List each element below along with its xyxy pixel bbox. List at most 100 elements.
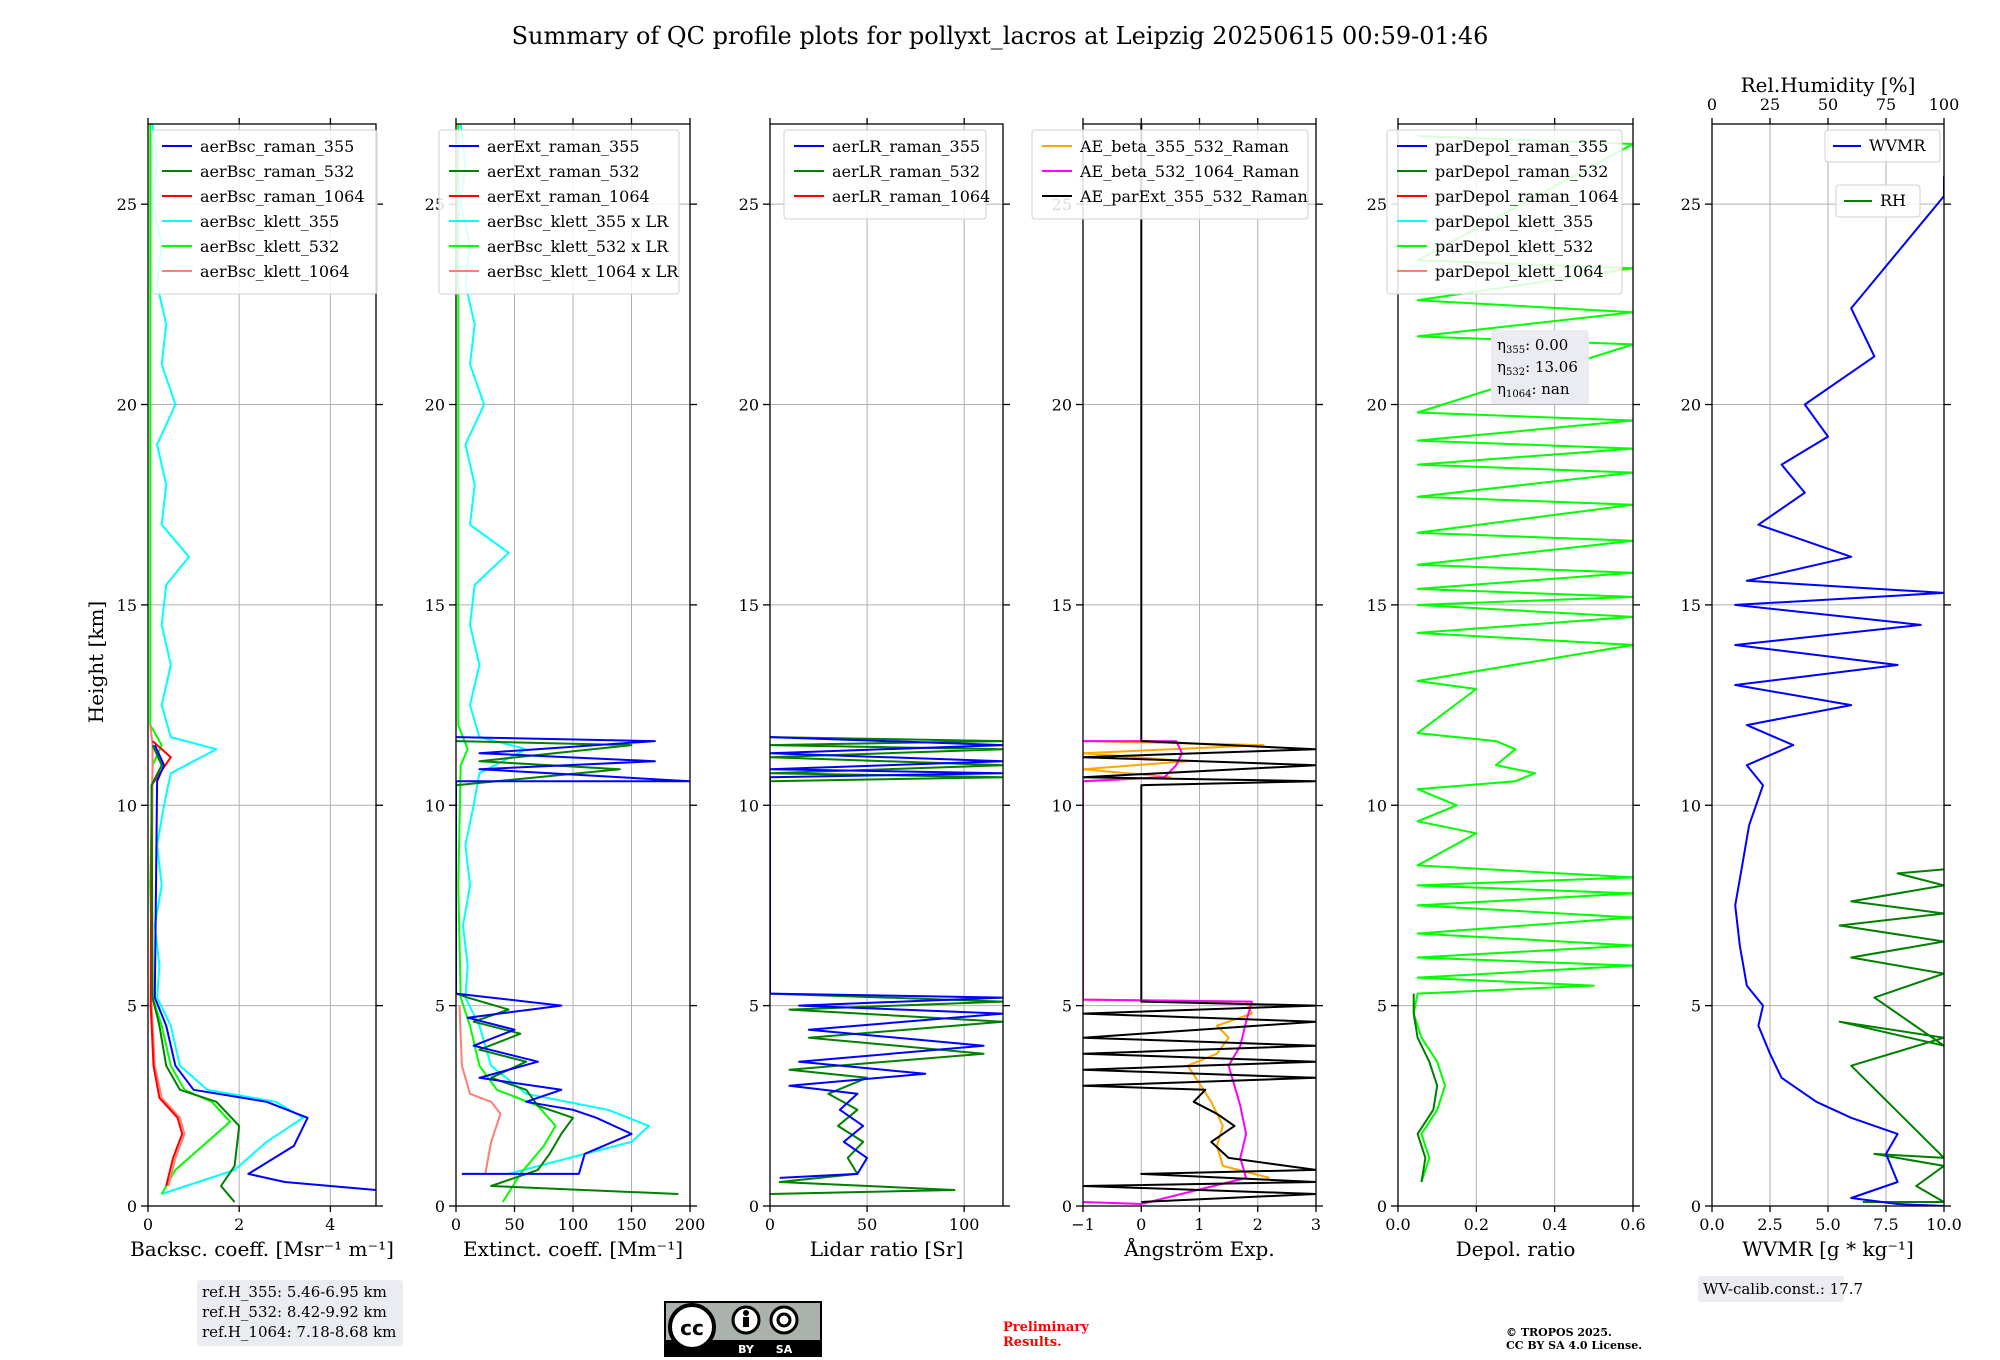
panel-3: 0 50 100 0 5 10 15 20 25 Lidar ratio [Sr] aerLR_ra… (739, 118, 1010, 1261)
x-axis-label: Ångström Exp. (1123, 1236, 1274, 1261)
x-tick-label: 10.0 (1926, 1215, 1962, 1234)
legend-label: parDepol_klett_355 (1435, 212, 1593, 231)
cc-by-sa-badge: cc BY SA (664, 1301, 822, 1357)
series-aerbsc-klett-1064-x-lr (458, 1005, 502, 1175)
series-aerlr-raman-355 (770, 736, 1003, 1179)
top-tick-label: 0 (1707, 95, 1717, 114)
y-tick-label: 15 (1052, 596, 1072, 615)
y-tick-label: 15 (117, 596, 137, 615)
top-tick-label: 25 (1760, 95, 1780, 114)
x-tick-label: 0 (451, 1215, 461, 1234)
series-aerbsc-klett-355 (151, 124, 304, 1195)
legend-box (1824, 129, 1941, 163)
panel-6: 0.0 2.5 5.0 7.5 10.0 0 5 10 15 20 25 WVMR [g * kg⁻¹… (1681, 73, 1962, 1261)
legend-label: AE_parExt_355_532_Raman (1079, 187, 1308, 206)
y-tick-label: 5 (127, 997, 137, 1016)
legend-label: aerBsc_klett_1064 x LR (487, 262, 679, 281)
eta-532: η532: 13.06 (1497, 358, 1578, 378)
ref-height-box-bg (197, 1280, 403, 1346)
legend-label: parDepol_raman_1064 (1435, 187, 1619, 206)
legend-label: aerBsc_klett_355 (200, 212, 339, 231)
copyright-line-1: © TROPOS 2025. (1506, 1326, 1612, 1339)
x-tick-label: 5.0 (1815, 1215, 1840, 1234)
series-aerbsc-raman-355 (153, 744, 376, 1191)
y-tick-label: 10 (1681, 796, 1701, 815)
y-tick-label: 20 (1681, 396, 1701, 415)
legend-label: aerBsc_klett_355 x LR (487, 212, 669, 231)
panel-1: 0 2 4 0 5 10 15 20 25 Backsc. coeff. [Msr⁻¹ m⁻¹] a… (117, 118, 394, 1261)
sa-label: SA (776, 1343, 793, 1356)
legend: aerBsc_raman_355 aerBsc_raman_532 aerBsc_r… (151, 129, 378, 295)
top-tick-label: 75 (1876, 95, 1896, 114)
top-axis-label: Rel.Humidity [%] (1741, 73, 1916, 97)
series-group (1412, 135, 1633, 1183)
x-tick-label: 50 (857, 1215, 877, 1234)
x-tick-label: 100 (558, 1215, 589, 1234)
eta-1064: η1064: nan (1497, 380, 1570, 400)
y-tick-label: 10 (117, 796, 137, 815)
eta-box: η355: 0.00 η532: 13.06 η1064: nan (1491, 330, 1589, 404)
ref-height-1064: ref.H_1064: 7.18-8.68 km (202, 1323, 396, 1341)
legend-label: aerBsc_klett_532 (200, 237, 339, 256)
eta-box-bg (1491, 330, 1589, 404)
panel-5: 0.0 0.2 0.4 0.6 0 5 10 15 20 25 Depol. ratio parDep… (1367, 118, 1646, 1261)
x-axis-label: WVMR [g * kg⁻¹] (1742, 1237, 1914, 1261)
x-tick-label: 1 (1194, 1215, 1204, 1234)
wv-calib-box: WV-calib.const.: 17.7 (1698, 1276, 1863, 1302)
ref-height-box: ref.H_355: 5.46-6.95 km ref.H_532: 8.42-… (197, 1280, 403, 1346)
panel-frame (769, 123, 1004, 1207)
preliminary-line-2: Results. (1003, 1335, 1062, 1350)
legend-label: aerLR_raman_532 (832, 162, 980, 181)
y-tick-label: 25 (117, 195, 137, 214)
legend-label: aerBsc_raman_532 (200, 162, 354, 181)
x-tick-label: 0 (1136, 1215, 1146, 1234)
x-tick-label: 2.5 (1757, 1215, 1782, 1234)
legend-box (438, 129, 680, 295)
legend: aerExt_raman_355 aerExt_raman_532 aerExt_r… (438, 129, 680, 295)
series-aerbsc-klett-532 (149, 124, 232, 1195)
sa-share-arrow (776, 1312, 792, 1328)
series-pardepol-raman-532 (1412, 993, 1439, 1183)
y-tick-label: 0 (1691, 1197, 1701, 1216)
legend-wvmr: WVMR (1824, 129, 1941, 163)
x-tick-label: 0 (765, 1215, 775, 1234)
x-tick-label: 7.5 (1873, 1215, 1898, 1234)
legend-label: aerLR_raman_1064 (832, 187, 990, 206)
preliminary-line-1: Preliminary (1003, 1320, 1089, 1335)
y-tick-label: 10 (739, 796, 759, 815)
x-axis-label: Lidar ratio [Sr] (810, 1237, 964, 1261)
series-aerext-raman-532 (456, 740, 679, 1195)
series-aerbsc-raman-532 (150, 744, 241, 1203)
y-tick-label: 15 (1367, 596, 1387, 615)
wv-calib-box-bg (1698, 1276, 1844, 1302)
y-tick-label: 15 (739, 596, 759, 615)
y-tick-label: 20 (1052, 396, 1072, 415)
figure-title: Summary of QC profile plots for pollyxt_… (512, 22, 1489, 50)
series-group (1734, 176, 1944, 1206)
panel-frame (147, 123, 377, 1207)
y-axis-label: Height [km] (84, 601, 108, 723)
x-tick-label: 0.4 (1542, 1215, 1567, 1234)
legend-label: aerExt_raman_532 (487, 162, 640, 181)
series-group (1083, 124, 1316, 1205)
series-wvmr (1734, 176, 1944, 1206)
series-rh (1838, 868, 1944, 1203)
series-ae-beta-532-1064-raman (1083, 740, 1253, 1205)
legend: aerLR_raman_355 aerLR_raman_532 aerLR_rama… (783, 129, 990, 220)
y-tick-label: 0 (1377, 1197, 1387, 1216)
x-axis-label: Backsc. coeff. [Msr⁻¹ m⁻¹] (130, 1237, 394, 1261)
series-group (770, 736, 1003, 1195)
legend-label: aerBsc_raman_1064 (200, 187, 365, 206)
series-group (456, 124, 690, 1203)
legend-box (1031, 129, 1309, 220)
y-tick-label: 20 (425, 396, 445, 415)
x-axis-label: Depol. ratio (1456, 1237, 1576, 1261)
x-tick-label: 0.2 (1464, 1215, 1489, 1234)
cc-logo-text: cc (680, 1316, 704, 1340)
y-tick-label: 15 (1681, 596, 1701, 615)
y-tick-label: 15 (425, 596, 445, 615)
legend-rh: RH (1835, 184, 1921, 218)
ref-height-355: ref.H_355: 5.46-6.95 km (202, 1283, 387, 1301)
